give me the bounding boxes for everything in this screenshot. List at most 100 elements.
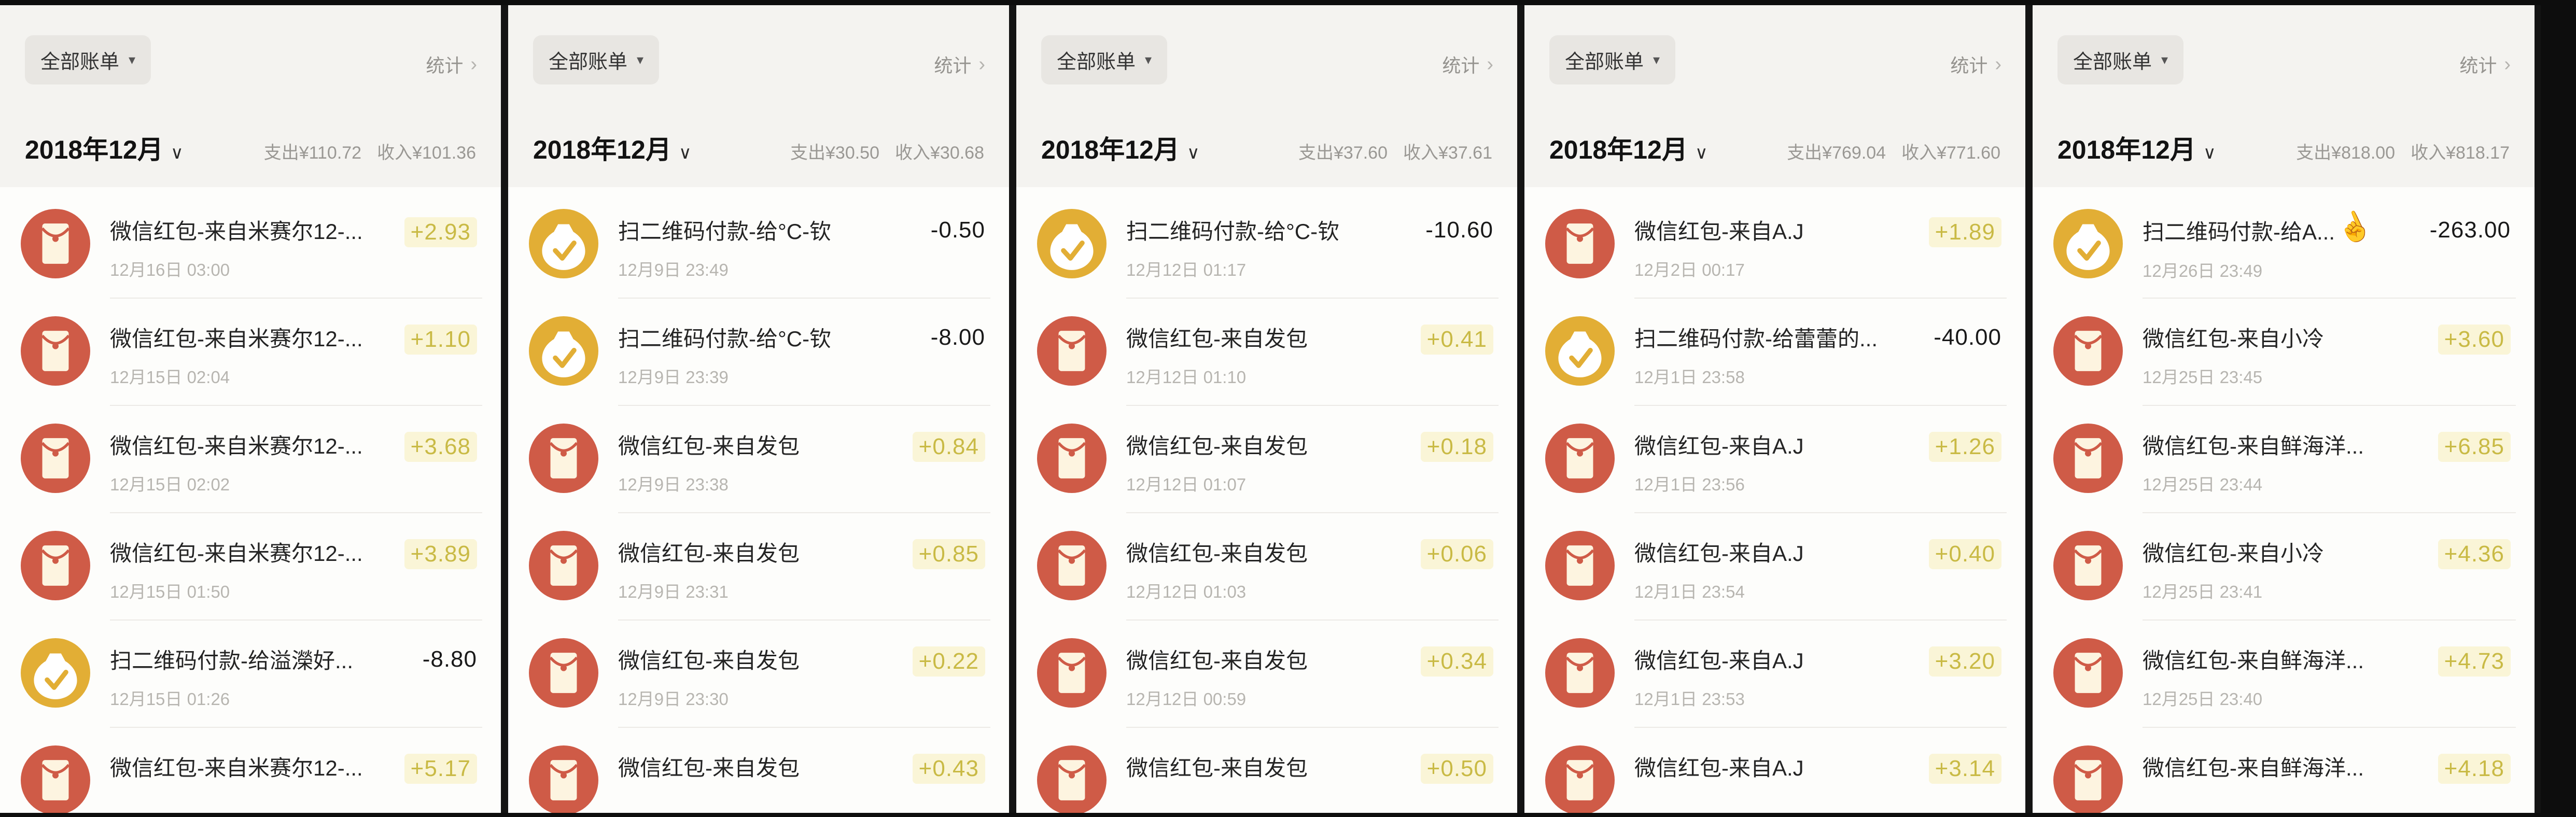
- red-envelope-icon: [21, 531, 90, 600]
- transaction-amount: -8.80: [422, 646, 477, 672]
- transaction-row[interactable]: 微信红包-来自发包 12月12日 01:10 +0.41: [1016, 298, 1517, 405]
- transaction-row[interactable]: 微信红包-来自发包 12月9日 23:31 +0.85: [508, 512, 1009, 619]
- month-row: 2018年12月 ∨ 支出¥37.60 收入¥37.61: [1041, 129, 1492, 166]
- transaction-row[interactable]: 扫二维码付款-给°C-钦 12月9日 23:39 -8.00: [508, 298, 1009, 405]
- chevron-right-icon: ›: [978, 53, 985, 75]
- transaction-amount: +3.20: [1928, 646, 2001, 677]
- filter-dropdown[interactable]: 全部账单 ▾: [1041, 35, 1168, 84]
- transaction-row[interactable]: 微信红包-来自发包 12月9日 23:30 +0.22: [508, 619, 1009, 727]
- transaction-row[interactable]: 微信红包-来自发包 12月12日 01:07 +0.18: [1016, 405, 1517, 512]
- chevron-down-icon: ∨: [1695, 143, 1708, 163]
- transaction-row[interactable]: 扫二维码付款-给°C-钦 12月12日 01:17 -10.60: [1016, 190, 1517, 298]
- red-envelope-icon: [529, 424, 598, 493]
- transaction-row[interactable]: 微信红包-来自发包 +0.50: [1016, 727, 1517, 813]
- transaction-amount: +2.93: [404, 217, 477, 247]
- transaction-date: 12月12日 01:03: [1126, 582, 1247, 601]
- transaction-row[interactable]: 扫二维码付款-给A...☝ 12月26日 23:49 -263.00: [2033, 190, 2535, 298]
- transaction-amount: +1.10: [404, 325, 477, 355]
- transaction-amount: +1.89: [1928, 217, 2001, 247]
- transaction-list: 微信红包-来自米赛尔12-... 12月16日 03:00 +2.93 微信红包-来自…: [0, 190, 501, 813]
- transaction-amount: +0.43: [912, 754, 985, 784]
- transaction-row[interactable]: 微信红包-来自A.J 12月1日 23:53 +3.20: [1524, 619, 2025, 727]
- transaction-row[interactable]: 微信红包-来自A.J 12月2日 00:17 +1.89: [1524, 190, 2025, 298]
- transaction-row[interactable]: 微信红包-来自米赛尔12-... 12月16日 03:00 +2.93: [0, 190, 501, 298]
- transaction-title: 微信红包-来自A.J: [1634, 756, 1804, 780]
- transaction-amount: +5.17: [404, 754, 477, 784]
- transaction-title: 微信红包-来自米赛尔12-...: [110, 327, 363, 351]
- month-selector[interactable]: 2018年12月 ∨: [1549, 135, 1708, 164]
- expense-summary: 支出¥769.04: [1787, 143, 1886, 163]
- transaction-row[interactable]: 微信红包-来自A.J 12月1日 23:56 +1.26: [1524, 405, 2025, 512]
- month-selector[interactable]: 2018年12月 ∨: [2057, 135, 2216, 164]
- transaction-date: 12月9日 23:38: [618, 475, 729, 494]
- transaction-title: 微信红包-来自小冷: [2143, 541, 2324, 566]
- red-envelope-icon: [1545, 638, 1615, 708]
- transaction-list: 微信红包-来自A.J 12月2日 00:17 +1.89 扫二维码付款-给蕾蕾的...…: [1524, 190, 2025, 813]
- transaction-row[interactable]: 微信红包-来自发包 12月12日 00:59 +0.34: [1016, 619, 1517, 727]
- transaction-title: 微信红包-来自发包: [1126, 327, 1308, 351]
- transaction-row[interactable]: 微信红包-来自小冷 12月25日 23:45 +3.60: [2033, 298, 2535, 405]
- transaction-date: 12月25日 23:40: [2143, 689, 2263, 709]
- filter-label: 全部账单: [1565, 51, 1644, 73]
- transaction-row[interactable]: 扫二维码付款-给溢濚好... 12月15日 01:26 -8.80: [0, 619, 501, 727]
- stats-link[interactable]: 统计 ›: [934, 51, 985, 78]
- transaction-amount: +0.84: [912, 432, 985, 462]
- month-selector[interactable]: 2018年12月 ∨: [25, 135, 184, 164]
- red-envelope-icon: [1545, 424, 1615, 493]
- stats-link[interactable]: 统计 ›: [1442, 51, 1493, 78]
- filter-dropdown[interactable]: 全部账单 ▾: [1549, 35, 1676, 84]
- transaction-amount: +1.26: [1928, 432, 2001, 462]
- month-row: 2018年12月 ∨ 支出¥769.04 收入¥771.60: [1549, 129, 2000, 166]
- filter-dropdown[interactable]: 全部账单 ▾: [533, 35, 660, 84]
- transaction-row[interactable]: 微信红包-来自鲜海洋... 12月25日 23:44 +6.85: [2033, 405, 2535, 512]
- transaction-amount: +0.34: [1420, 646, 1493, 677]
- transaction-row[interactable]: 微信红包-来自鲜海洋... 12月25日 23:40 +4.73: [2033, 619, 2535, 727]
- money-bag-icon: [529, 316, 598, 386]
- transaction-amount: +0.40: [1928, 539, 2001, 569]
- transaction-row[interactable]: 扫二维码付款-给蕾蕾的... 12月1日 23:58 -40.00: [1524, 298, 2025, 405]
- stats-link[interactable]: 统计 ›: [2459, 51, 2511, 78]
- transaction-date: 12月15日 01:50: [110, 582, 230, 601]
- transaction-row[interactable]: 微信红包-来自米赛尔12-... 12月15日 02:02 +3.68: [0, 405, 501, 512]
- transaction-list: 扫二维码付款-给°C-钦 12月9日 23:49 -0.50 扫二维码付款-给°C-钦…: [508, 190, 1009, 813]
- transaction-row[interactable]: 微信红包-来自发包 12月12日 01:03 +0.06: [1016, 512, 1517, 619]
- transaction-list: 扫二维码付款-给°C-钦 12月12日 01:17 -10.60 微信红包-来自发包 1…: [1016, 190, 1517, 813]
- transaction-title: 微信红包-来自A.J: [1634, 649, 1804, 673]
- transaction-amount: -8.00: [930, 325, 985, 350]
- transaction-amount: +0.06: [1420, 539, 1493, 569]
- transaction-date: 12月2日 00:17: [1634, 260, 1745, 279]
- dropdown-arrow-icon: ▾: [1145, 52, 1152, 67]
- income-summary: 收入¥101.36: [377, 143, 476, 163]
- chevron-right-icon: ›: [470, 53, 477, 75]
- transaction-date: 12月26日 23:49: [2143, 261, 2263, 280]
- stats-link[interactable]: 统计 ›: [1950, 51, 2001, 78]
- transaction-row[interactable]: 微信红包-来自发包 12月9日 23:38 +0.84: [508, 405, 1009, 512]
- filter-dropdown[interactable]: 全部账单 ▾: [2057, 35, 2184, 84]
- filter-dropdown[interactable]: 全部账单 ▾: [25, 35, 151, 84]
- transaction-row[interactable]: 微信红包-来自鲜海洋... +4.18: [2033, 727, 2535, 813]
- transaction-amount: -0.50: [930, 217, 985, 243]
- transaction-title: 扫二维码付款-给A...☝: [2143, 190, 2464, 247]
- transaction-amount: +4.73: [2438, 646, 2511, 677]
- income-summary: 收入¥771.60: [1901, 143, 2000, 163]
- stats-link[interactable]: 统计 ›: [426, 51, 477, 78]
- transaction-row[interactable]: 微信红包-来自小冷 12月25日 23:41 +4.36: [2033, 512, 2535, 619]
- red-envelope-icon: [1037, 638, 1107, 708]
- filter-label: 全部账单: [40, 51, 120, 73]
- transaction-row[interactable]: 微信红包-来自A.J +3.14: [1524, 727, 2025, 813]
- transaction-date: 12月16日 03:00: [110, 260, 230, 279]
- panel-header: 全部账单 ▾ 统计 › 2018年12月 ∨ 支出¥769.04 收入¥771.60: [1524, 5, 2025, 187]
- dropdown-arrow-icon: ▾: [637, 52, 644, 67]
- transaction-row[interactable]: 微信红包-来自发包 +0.43: [508, 727, 1009, 813]
- transaction-row[interactable]: 扫二维码付款-给°C-钦 12月9日 23:49 -0.50: [508, 190, 1009, 298]
- transaction-row[interactable]: 微信红包-来自米赛尔12-... 12月15日 01:50 +3.89: [0, 512, 501, 619]
- transaction-amount: +3.14: [1928, 754, 2001, 784]
- red-envelope-icon: [1545, 209, 1615, 278]
- month-selector[interactable]: 2018年12月 ∨: [533, 135, 692, 164]
- transaction-list: 扫二维码付款-给A...☝ 12月26日 23:49 -263.00 微信红包-来自小…: [2033, 190, 2535, 813]
- transaction-row[interactable]: 微信红包-来自米赛尔12-... 12月15日 02:04 +1.10: [0, 298, 501, 405]
- transaction-row[interactable]: 微信红包-来自A.J 12月1日 23:54 +0.40: [1524, 512, 2025, 619]
- month-selector[interactable]: 2018年12月 ∨: [1041, 135, 1200, 164]
- transaction-row[interactable]: 微信红包-来自米赛尔12-... +5.17: [0, 727, 501, 813]
- red-envelope-icon: [1037, 316, 1107, 386]
